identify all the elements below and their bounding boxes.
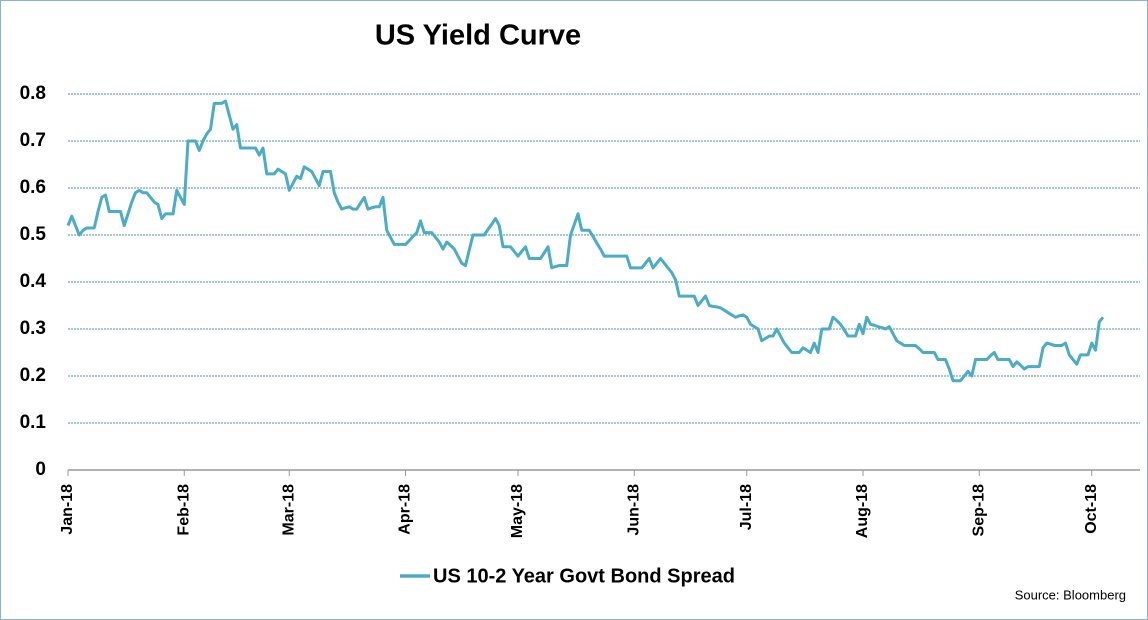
x-tick-label: Jan-18 [59, 484, 76, 535]
y-tick-label: 0 [35, 459, 46, 480]
y-tick-label: 0.5 [20, 224, 47, 245]
y-tick-label: 0.4 [20, 271, 47, 292]
x-tick-label: Feb-18 [175, 484, 192, 536]
y-tick-label: 0.2 [20, 365, 46, 386]
x-tick-label: Jul-18 [738, 484, 755, 530]
y-tick-label: 0.6 [20, 177, 46, 198]
x-tick-label: Jun-18 [625, 484, 642, 536]
data-line [66, 99, 1105, 383]
x-tick-label: Aug-18 [854, 484, 871, 538]
x-tick-label: Mar-18 [280, 484, 297, 536]
y-tick-label: 0.7 [20, 130, 46, 151]
x-tick-label: Oct-18 [1083, 484, 1100, 534]
y-tick-label: 0.3 [20, 318, 46, 339]
source-note: Source: Bloomberg [1015, 587, 1126, 602]
legend-label: US 10-2 Year Govt Bond Spread [433, 565, 735, 587]
chart-title: US Yield Curve [375, 20, 581, 52]
y-tick-label: 0.1 [20, 412, 47, 433]
x-tick-label: Apr-18 [397, 484, 414, 535]
x-tick-label: Sep-18 [970, 484, 987, 537]
x-tick-label: May-18 [509, 484, 526, 538]
y-tick-label: 0.8 [20, 83, 46, 104]
